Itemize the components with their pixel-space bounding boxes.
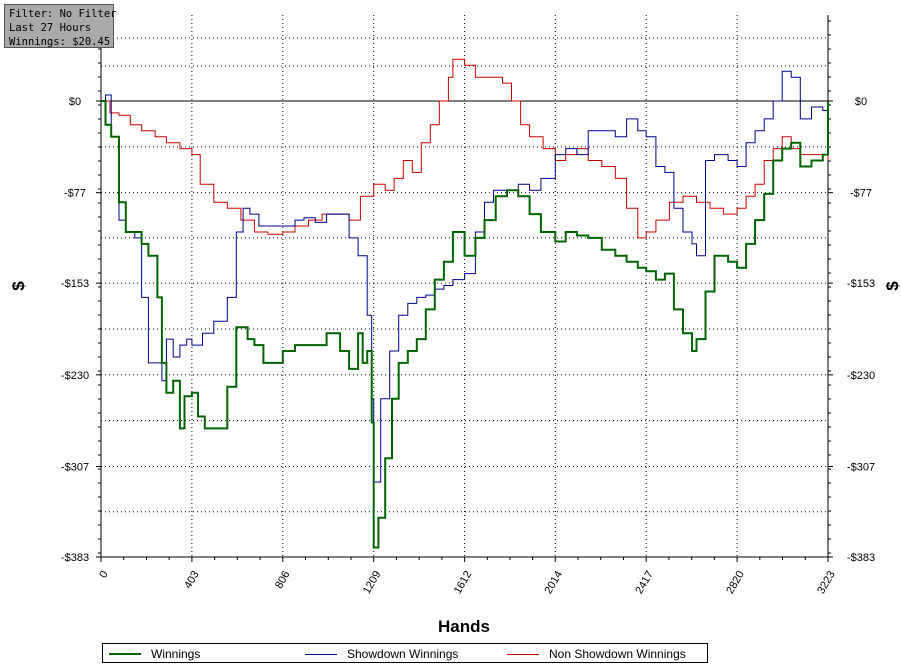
series-line-winnings xyxy=(101,100,829,549)
x-tick-label: 1209 xyxy=(361,569,384,596)
y-tick-label-left: -$383 xyxy=(61,552,89,564)
tick-labels: $0 $0 -$77 -$77 -$153 -$153 -$230 -$230 -$307 -$3… xyxy=(61,96,875,596)
legend-label: Showdown Winnings xyxy=(347,647,459,661)
legend-swatch-winnings xyxy=(109,653,141,655)
x-tick-label: 403 xyxy=(182,569,202,591)
y-tick-label-right: $0 xyxy=(855,96,867,108)
filter-info-box: Filter: No Filter Last 27 Hours Winnings… xyxy=(4,4,117,48)
x-tick-label: 2417 xyxy=(633,569,656,596)
legend-label: Non Showdown Winnings xyxy=(549,647,686,661)
y-tick-label-left: -$153 xyxy=(61,278,89,290)
y-tick-label-right: -$77 xyxy=(850,188,872,200)
series-line-non-showdown-winnings xyxy=(101,58,829,239)
time-range-line: Last 27 Hours xyxy=(9,22,92,34)
legend-label: Winnings xyxy=(151,647,201,661)
winnings-total-line: Winnings: $20.45 xyxy=(9,36,111,48)
series-line-showdown-winnings xyxy=(101,70,829,483)
legend-swatch-showdown xyxy=(305,653,337,655)
x-tick-label: 3223 xyxy=(815,569,838,596)
y-axis-label-left: $ xyxy=(9,281,28,291)
series-lines xyxy=(101,58,829,549)
x-tick-label: 1612 xyxy=(452,569,475,596)
y-axis-label-right: $ xyxy=(883,281,901,291)
legend-item-winnings: Winnings xyxy=(109,646,200,662)
legend-swatch-non-showdown xyxy=(507,653,539,655)
y-tick-label-left: $0 xyxy=(69,96,81,108)
legend-item-showdown: Showdown Winnings xyxy=(305,646,458,662)
y-tick-label-right: -$383 xyxy=(847,552,875,564)
y-tick-label-left: -$230 xyxy=(61,370,89,382)
x-tick-label: 0 xyxy=(97,569,110,580)
y-tick-label-right: -$153 xyxy=(847,278,875,290)
x-tick-label: 2820 xyxy=(724,569,747,596)
y-tick-label-left: -$307 xyxy=(61,462,89,474)
y-tick-label-left: -$77 xyxy=(64,188,86,200)
chart-legend: Winnings Showdown Winnings Non Showdown … xyxy=(102,643,708,663)
y-tick-label-right: -$230 xyxy=(847,370,875,382)
grid xyxy=(101,15,828,558)
x-tick-label: 806 xyxy=(273,569,293,591)
y-tick-label-right: -$307 xyxy=(847,462,875,474)
legend-item-non-showdown: Non Showdown Winnings xyxy=(507,646,686,662)
x-axis-label: Hands xyxy=(438,617,490,636)
x-tick-label: 2014 xyxy=(542,569,565,596)
filter-line: Filter: No Filter xyxy=(9,8,117,20)
